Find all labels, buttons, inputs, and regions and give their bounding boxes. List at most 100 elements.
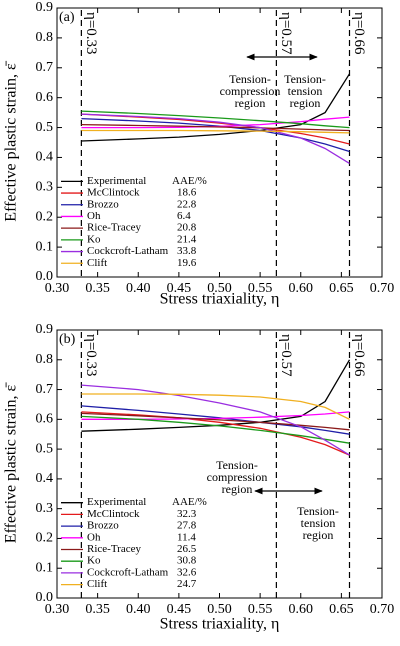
legend-label: McClintock xyxy=(87,508,140,520)
y-tick-label: 0.8 xyxy=(36,30,54,45)
reference-label: η=0.66 xyxy=(351,334,367,377)
x-tick-label: 0.60 xyxy=(289,281,314,296)
y-tick-label: 0.0 xyxy=(36,269,54,284)
legend-aae: 24.7 xyxy=(177,578,197,590)
y-tick-label: 0.7 xyxy=(36,60,54,75)
x-tick-label: 0.45 xyxy=(167,281,192,296)
legend-label: Cockcroft-Latham xyxy=(87,566,169,578)
series-line xyxy=(81,393,350,420)
region-label: Tension- xyxy=(229,72,271,86)
series-line xyxy=(81,405,350,435)
y-tick-label: 0.5 xyxy=(36,441,54,456)
region-label: Tension- xyxy=(297,504,339,518)
y-tick-label: 0.7 xyxy=(36,382,54,397)
series-line xyxy=(81,113,350,164)
legend-header: AAE/% xyxy=(172,175,207,187)
legend-label: Experimental xyxy=(87,175,146,187)
region-label: region xyxy=(222,482,253,496)
x-tick-label: 0.35 xyxy=(85,602,110,617)
legend-aae: 30.8 xyxy=(177,555,197,567)
y-axis-label: Effective plastic strain, ε̄ xyxy=(3,60,20,221)
x-tick-label: 0.50 xyxy=(207,602,232,617)
legend-aae: 32.6 xyxy=(177,566,197,578)
region-label: compression xyxy=(220,84,281,98)
y-tick-label: 0.4 xyxy=(36,150,54,165)
series-line xyxy=(81,123,350,132)
legend-aae: 26.5 xyxy=(177,543,197,555)
legend-label: Brozzo xyxy=(87,520,119,532)
y-tick-label: 0.9 xyxy=(36,322,54,337)
legend-label: Brozzo xyxy=(87,198,119,210)
x-tick-label: 0.70 xyxy=(370,602,395,617)
series-line xyxy=(81,412,350,431)
y-tick-label: 0.2 xyxy=(36,531,54,546)
y-tick-label: 0.0 xyxy=(36,590,54,605)
legend-label: Oh xyxy=(87,210,101,222)
series-line xyxy=(81,110,350,129)
series-line xyxy=(81,359,351,432)
x-tick-label: 0.35 xyxy=(85,281,110,296)
legend-label: Oh xyxy=(87,531,101,543)
legend-aae: 6.4 xyxy=(177,210,191,222)
legend-aae: 33.8 xyxy=(177,245,197,257)
region-label: compression xyxy=(207,470,268,484)
series-line xyxy=(81,73,351,142)
x-tick-label: 0.50 xyxy=(207,281,232,296)
reference-label: η=0.66 xyxy=(351,12,367,55)
region-label: Tension- xyxy=(284,72,326,86)
y-tick-label: 0.9 xyxy=(36,0,54,15)
x-tick-label: 0.65 xyxy=(329,281,354,296)
plot-frame xyxy=(56,7,383,278)
panel-label: (b) xyxy=(59,332,76,347)
region-label: region xyxy=(303,528,334,542)
y-tick-label: 0.3 xyxy=(36,180,54,195)
y-tick-label: 0.5 xyxy=(36,120,54,135)
legend-label: Ko xyxy=(87,233,101,245)
legend-aae: 18.6 xyxy=(177,187,197,199)
reference-label: η=0.33 xyxy=(83,12,99,55)
legend-header: AAE/% xyxy=(172,496,207,508)
x-axis-label: Stress triaxiality, η xyxy=(160,291,280,308)
legend-aae: 32.3 xyxy=(177,508,197,520)
x-tick-label: 0.45 xyxy=(167,602,192,617)
legend-aae: 11.4 xyxy=(177,531,196,543)
y-tick-label: 0.6 xyxy=(36,90,54,105)
reference-label: η=0.33 xyxy=(83,334,99,377)
legend-label: Rice-Tracey xyxy=(87,222,141,234)
x-tick-label: 0.60 xyxy=(289,602,314,617)
y-tick-label: 0.2 xyxy=(36,209,54,224)
legend-aae: 27.8 xyxy=(177,520,197,532)
series-line xyxy=(81,117,350,153)
y-tick-label: 0.3 xyxy=(36,501,54,516)
legend-label: Experimental xyxy=(87,496,146,508)
reference-label: η=0.57 xyxy=(278,12,294,55)
series-line xyxy=(81,411,350,456)
x-axis-label: Stress triaxiality, η xyxy=(160,616,280,633)
x-tick-label: 0.55 xyxy=(248,602,273,617)
series-line xyxy=(81,384,350,456)
series-line xyxy=(81,129,350,134)
reference-label: η=0.57 xyxy=(278,334,294,377)
legend-aae: 21.4 xyxy=(177,233,197,245)
y-tick-label: 0.8 xyxy=(36,352,54,367)
legend-label: Clift xyxy=(87,257,107,269)
legend-aae: 19.6 xyxy=(177,257,197,269)
x-tick-label: 0.30 xyxy=(45,281,70,296)
panel-label: (a) xyxy=(59,10,75,25)
region-label: Tension- xyxy=(216,458,258,472)
y-tick-label: 0.1 xyxy=(36,239,54,254)
region-label: region xyxy=(235,96,266,110)
y-tick-label: 0.4 xyxy=(36,471,54,486)
legend-label: Rice-Tracey xyxy=(87,543,141,555)
legend-label: Cockcroft-Latham xyxy=(87,245,169,257)
legend-aae: 22.8 xyxy=(177,198,197,210)
region-label: tension xyxy=(301,516,336,530)
legend-label: Ko xyxy=(87,555,101,567)
region-label: region xyxy=(290,96,321,110)
x-tick-label: 0.70 xyxy=(370,281,395,296)
x-tick-label: 0.30 xyxy=(45,602,70,617)
x-tick-label: 0.40 xyxy=(126,602,151,617)
legend-aae: 20.8 xyxy=(177,222,197,234)
legend-label: McClintock xyxy=(87,187,140,199)
